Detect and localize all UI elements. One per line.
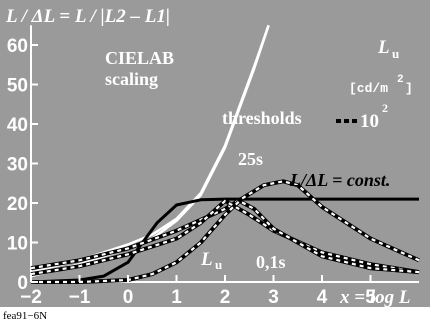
x-tick-label: −2 xyxy=(20,287,42,308)
annotation-01s: 0,1s xyxy=(256,252,286,272)
legend-unit: [cd/m xyxy=(349,81,388,96)
y-tick-label: 10 xyxy=(7,234,28,255)
y-tick-label: 20 xyxy=(7,194,28,215)
annotation-const: L/ΔL = const. xyxy=(289,170,390,190)
annotation-lu-sub: u xyxy=(215,257,222,272)
y-tick-label: 30 xyxy=(7,155,28,176)
legend-entry: 10 xyxy=(360,111,379,132)
annotation-cielab: CIELAB xyxy=(105,48,174,68)
x-tick-label: 4 xyxy=(317,287,328,308)
legend-title: L xyxy=(377,37,390,58)
footer-code: fea91−6N xyxy=(3,310,47,322)
y-tick-label: 50 xyxy=(7,76,28,97)
legend-entry-sup: 2 xyxy=(382,101,388,115)
annotation-lu: L xyxy=(200,249,213,270)
legend-title-sub: u xyxy=(392,46,399,61)
series-line-0-1s xyxy=(30,199,420,276)
x-tick-label: −1 xyxy=(69,287,91,308)
series-line-25s xyxy=(30,180,420,270)
annotation-scaling: scaling xyxy=(105,69,158,89)
x-tick-label: 1 xyxy=(171,287,182,308)
x-tick-label: 2 xyxy=(220,287,231,308)
x-axis-label: x = log L xyxy=(339,287,410,308)
y-tick-label: 40 xyxy=(7,115,28,136)
x-tick-label: 5 xyxy=(365,287,376,308)
x-tick-label: 3 xyxy=(268,287,279,308)
chart-background xyxy=(0,0,430,307)
y-tick-label: 0 xyxy=(17,273,28,294)
chart-title: L / ΔL = L / |L2 – L1| xyxy=(5,6,170,27)
legend: L u [cd/m 2 ] 10 2 xyxy=(336,37,413,132)
legend-unit-end: ] xyxy=(405,81,413,96)
legend-unit-sup: 2 xyxy=(397,74,404,86)
y-tick-label: 60 xyxy=(7,36,28,57)
series-line-l-l-const xyxy=(30,197,419,284)
annotation-25s: 25s xyxy=(238,149,263,169)
annotation-thresholds: thresholds xyxy=(222,108,302,128)
x-tick-label: 0 xyxy=(123,287,134,308)
